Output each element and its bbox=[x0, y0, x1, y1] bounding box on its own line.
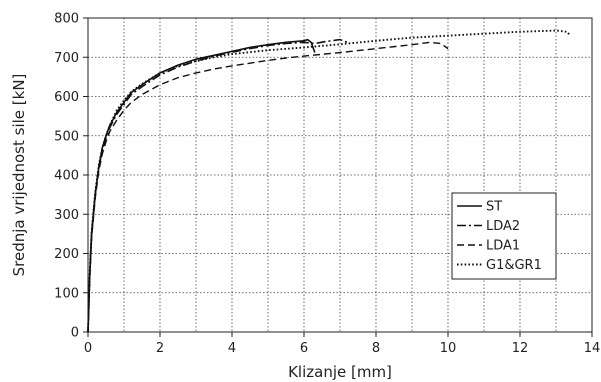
x-tick-label: 6 bbox=[300, 341, 308, 356]
x-tick-label: 10 bbox=[440, 341, 457, 356]
y-axis-label: Srednja vrijednost sile [kN] bbox=[10, 74, 28, 277]
y-tick-label: 500 bbox=[54, 129, 79, 144]
series-line-lda2 bbox=[87, 38, 348, 333]
legend-label: LDA1 bbox=[486, 239, 520, 254]
y-tick-label: 400 bbox=[54, 169, 79, 184]
legend-label: G1&GR1 bbox=[486, 258, 542, 273]
y-tick-label: 200 bbox=[54, 247, 79, 262]
x-tick-label: 14 bbox=[584, 341, 601, 356]
y-tick-label: 800 bbox=[54, 12, 79, 27]
series-layer bbox=[87, 29, 572, 333]
series-line-g1-gr1 bbox=[87, 29, 572, 333]
series-line-st bbox=[87, 38, 316, 333]
y-tick-label: 100 bbox=[54, 286, 79, 301]
x-tick-label: 12 bbox=[512, 341, 529, 356]
y-tick-label: 300 bbox=[54, 208, 79, 223]
x-tick-label: 4 bbox=[228, 341, 236, 356]
legend-label: LDA2 bbox=[486, 219, 520, 234]
x-tick-label: 2 bbox=[156, 341, 164, 356]
grid bbox=[88, 18, 592, 332]
x-tick-label: 8 bbox=[372, 341, 380, 356]
x-tick-label: 0 bbox=[84, 341, 92, 356]
legend: ST LDA2 LDA1 G1&GR1 bbox=[451, 192, 557, 280]
y-tick-label: 600 bbox=[54, 90, 79, 105]
legend-label: ST bbox=[486, 200, 502, 215]
series-line-lda1 bbox=[87, 41, 449, 333]
y-tick-label: 0 bbox=[71, 326, 79, 341]
axis-ticks: 0 2 4 6 8 10 12 14 0 100 200 300 400 500 600 700 800 bbox=[54, 12, 600, 357]
y-tick-label: 700 bbox=[54, 51, 79, 66]
x-axis-label: Klizanje [mm] bbox=[288, 363, 392, 381]
